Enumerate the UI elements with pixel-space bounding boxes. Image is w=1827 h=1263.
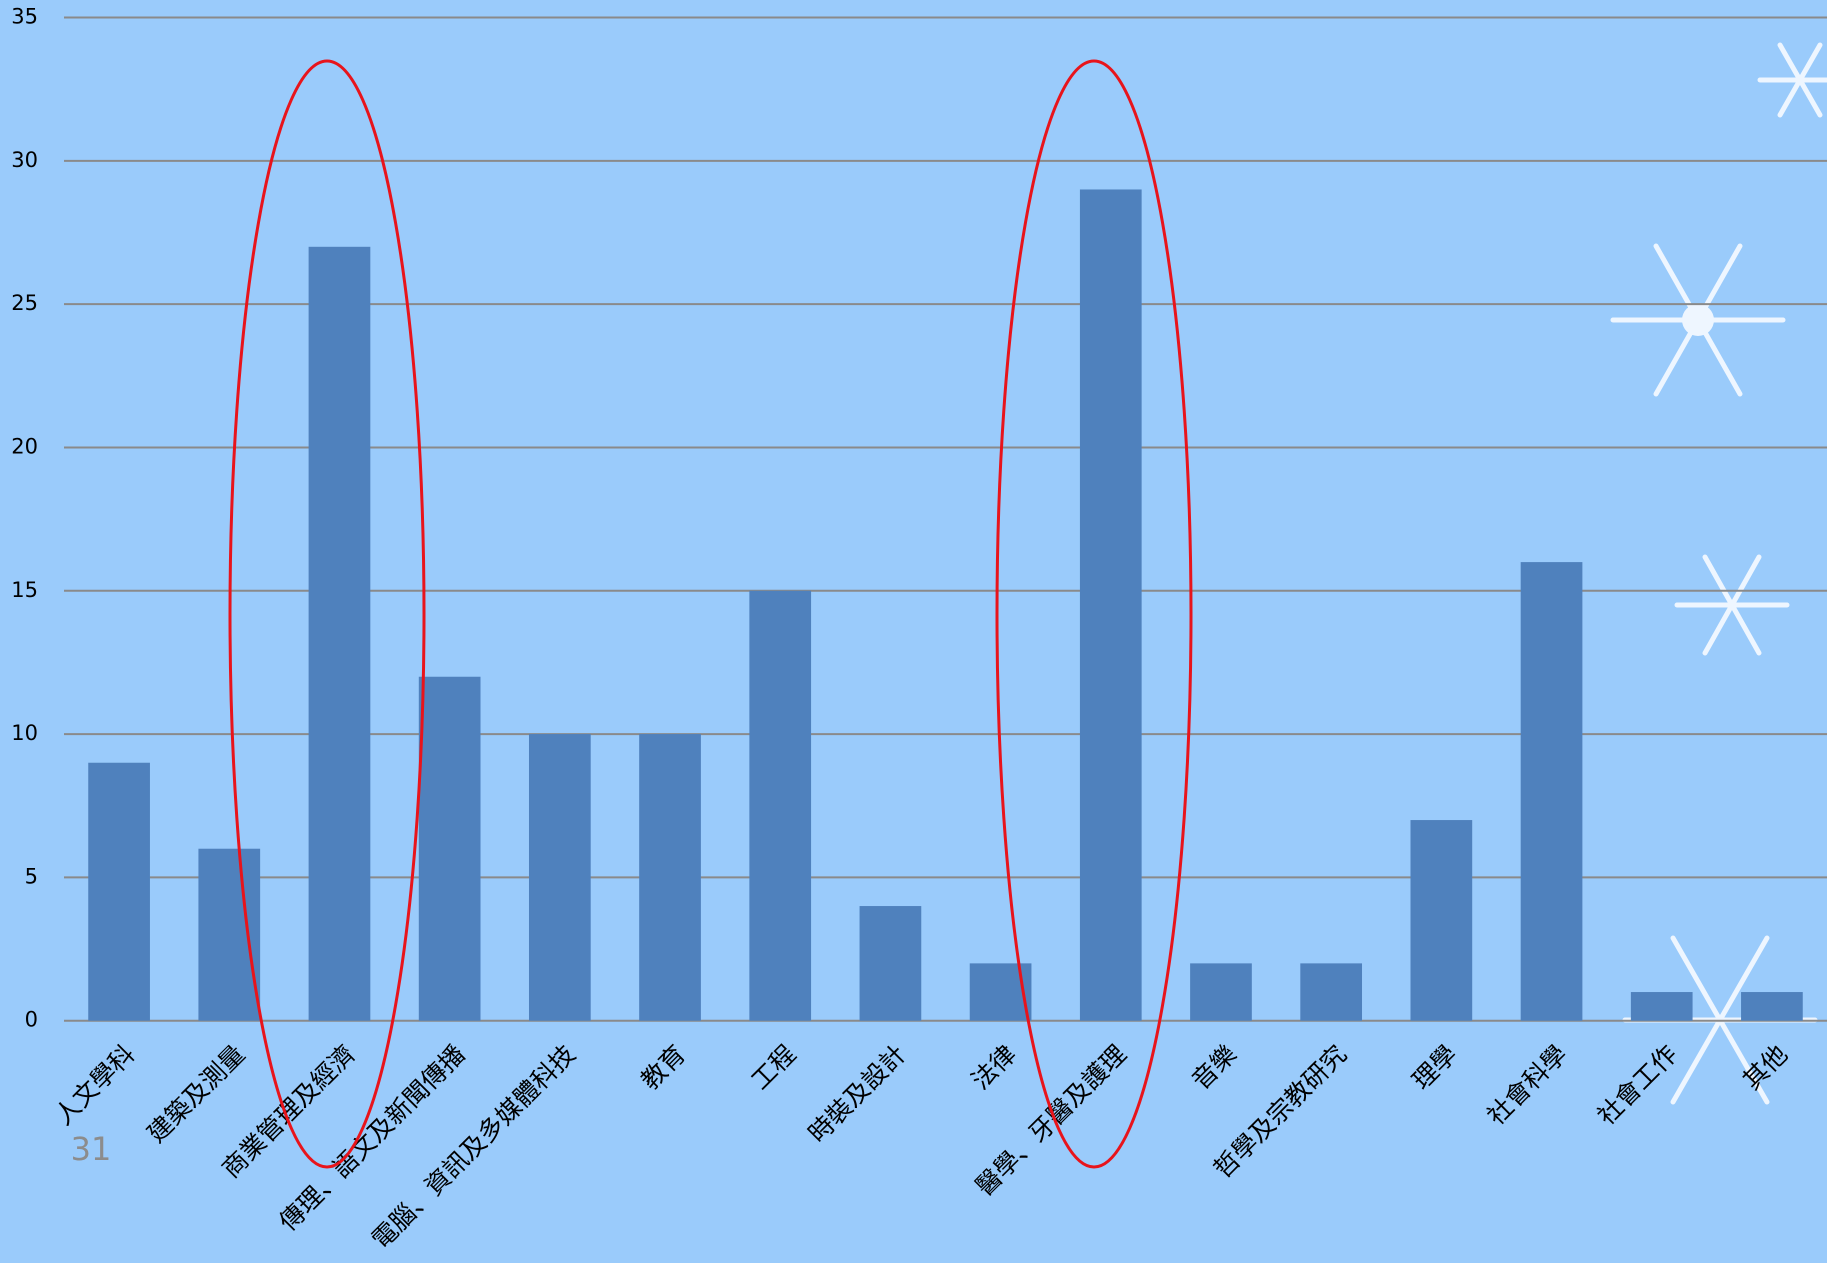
bar: [528, 734, 591, 1021]
bar: [1630, 992, 1693, 1021]
bar: [1300, 963, 1363, 1021]
y-tick-label: 0: [25, 1008, 38, 1032]
y-tick-label: 10: [11, 721, 38, 745]
y-tick-label: 5: [25, 864, 38, 888]
bar: [749, 590, 812, 1021]
y-tick-label: 20: [11, 434, 38, 458]
bar: [639, 734, 701, 1021]
y-tick-label: 15: [11, 578, 38, 602]
y-tick-label: 30: [11, 148, 38, 172]
snowflake: [1674, 554, 1790, 656]
y-tick-label: 25: [11, 291, 38, 315]
bar: [859, 906, 922, 1021]
bar: [198, 848, 261, 1021]
bar: [1520, 562, 1583, 1021]
page-number: 31: [71, 1130, 112, 1168]
bar: [88, 762, 150, 1021]
highlight-ellipse: [995, 59, 1193, 1169]
highlight-ellipse: [228, 59, 426, 1169]
bar: [1741, 992, 1803, 1021]
bar: [1410, 820, 1473, 1021]
y-tick-label: 35: [11, 5, 38, 29]
bar: [1079, 189, 1142, 1021]
bar: [1190, 963, 1252, 1021]
snowflake: [1610, 243, 1786, 397]
bar: [418, 676, 481, 1021]
bar: [308, 246, 371, 1021]
